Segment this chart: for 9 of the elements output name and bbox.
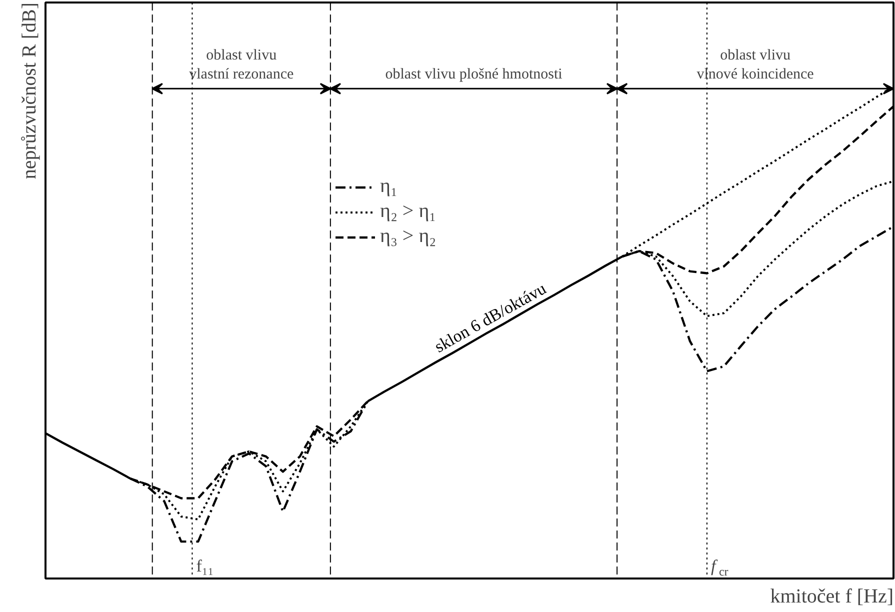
annotation: f₁₁ xyxy=(196,556,214,576)
legend-label: η₂ > η₁ xyxy=(380,200,436,223)
legend-label: η₁ xyxy=(380,175,398,198)
text: oblast vlivu vlnové koincidence xyxy=(696,47,814,83)
text: oblast vlivu plošné hmotnosti xyxy=(385,66,562,83)
text: oblast vlivu vlastní rezonance xyxy=(189,47,294,83)
y-axis-title: neprůzvučnost R [dB] xyxy=(18,2,40,180)
legend-label: η₃ > η₂ xyxy=(380,225,436,248)
x-axis-title: kmitočet f [Hz] xyxy=(770,586,894,608)
